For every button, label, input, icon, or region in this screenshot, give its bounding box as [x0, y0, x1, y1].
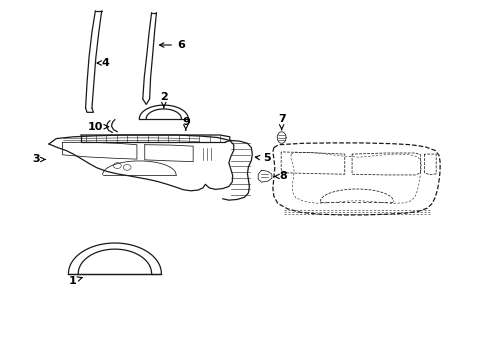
Text: 2: 2: [160, 92, 167, 108]
Text: 1: 1: [68, 276, 82, 286]
Text: 8: 8: [274, 171, 287, 181]
Text: 6: 6: [159, 40, 184, 50]
Text: 4: 4: [97, 58, 109, 68]
Text: 7: 7: [277, 114, 285, 130]
Text: 9: 9: [182, 117, 189, 130]
Text: 5: 5: [255, 153, 270, 163]
Text: 3: 3: [32, 154, 45, 165]
Text: 10: 10: [87, 122, 108, 132]
